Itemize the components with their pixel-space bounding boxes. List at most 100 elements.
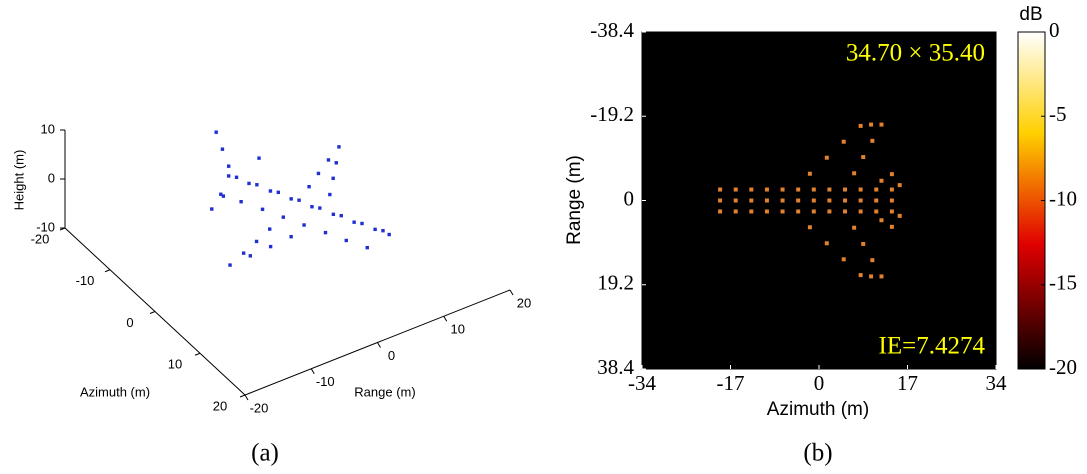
- x-axis-label: Azimuth (m): [80, 384, 150, 399]
- pixel: [890, 209, 894, 213]
- point: [242, 251, 245, 254]
- colorbar: [1018, 32, 1045, 369]
- pixel: [859, 188, 863, 192]
- point: [318, 206, 321, 209]
- point: [366, 246, 369, 249]
- pixel: [827, 199, 831, 203]
- point: [277, 191, 280, 194]
- y-tick-label: 0: [388, 348, 395, 363]
- pixel: [781, 209, 785, 213]
- pixel: [718, 199, 722, 203]
- y-tick-label: 38.4: [597, 355, 634, 379]
- z-axis-label: Height (m): [11, 150, 26, 211]
- tick-mark: [311, 369, 314, 374]
- point: [227, 164, 230, 167]
- colorbar-tick-label: -20: [1049, 355, 1077, 379]
- pixel: [825, 156, 829, 160]
- pixel: [869, 274, 873, 278]
- pixel: [734, 188, 738, 192]
- pixel: [843, 188, 847, 192]
- pixel: [870, 258, 874, 262]
- y-tick-label: 19.2: [597, 271, 634, 295]
- y-tick-label: 20: [517, 295, 531, 310]
- pixel: [874, 209, 878, 213]
- figure: (a) (b) Azimuth (m) Range (m) Height (m)…: [0, 0, 1087, 474]
- pixel: [874, 188, 878, 192]
- caption: (a): [251, 440, 279, 467]
- annotation: 34.70 × 35.40: [846, 40, 985, 67]
- x-tick-label: 17: [897, 371, 918, 395]
- y-tick-label: -38.4: [590, 18, 634, 42]
- y-tick-label: 0: [624, 186, 635, 210]
- pixel: [749, 199, 753, 203]
- tick-mark: [510, 290, 513, 295]
- caption: (b): [803, 440, 832, 467]
- pixel: [843, 209, 847, 213]
- point: [331, 177, 334, 180]
- pixel: [749, 209, 753, 213]
- annotation: IE=7.4274: [879, 333, 986, 360]
- point: [261, 208, 264, 211]
- pixel: [781, 188, 785, 192]
- pixel: [827, 188, 831, 192]
- y-tick-label: -10: [316, 374, 335, 389]
- pixel: [796, 188, 800, 192]
- x-tick-label: 0: [814, 371, 825, 395]
- pixel: [879, 179, 883, 183]
- point: [302, 223, 305, 226]
- pixel: [890, 199, 894, 203]
- pixel: [842, 140, 846, 144]
- pixel: [812, 199, 816, 203]
- point: [247, 182, 250, 185]
- point: [255, 240, 258, 243]
- colorbar-label: dB: [1019, 4, 1042, 25]
- point: [269, 245, 272, 248]
- point: [269, 189, 272, 192]
- pixel: [765, 209, 769, 213]
- pixel: [825, 241, 829, 245]
- pixel: [861, 155, 865, 159]
- pixel: [870, 139, 874, 143]
- pixel: [852, 226, 856, 230]
- point: [332, 213, 335, 216]
- pixel: [859, 199, 863, 203]
- point: [340, 214, 343, 217]
- point: [317, 172, 320, 175]
- pixel: [718, 188, 722, 192]
- y-tick-label: 10: [451, 322, 465, 337]
- point: [289, 235, 292, 238]
- x-tick-label: 0: [126, 315, 133, 330]
- point: [307, 185, 310, 188]
- tick-mark: [195, 353, 200, 355]
- pixel: [843, 199, 847, 203]
- z-tick-label: 10: [41, 121, 55, 136]
- pixel: [859, 124, 863, 128]
- point: [327, 158, 330, 161]
- point: [235, 176, 238, 179]
- pixel: [765, 199, 769, 203]
- point: [360, 222, 363, 225]
- pixel: [842, 257, 846, 261]
- pixel: [861, 242, 865, 246]
- y-tick-label: -19.2: [590, 102, 634, 126]
- colorbar-tick-label: -10: [1049, 186, 1077, 210]
- point: [227, 174, 230, 177]
- tick-mark: [245, 395, 248, 400]
- pixel: [812, 209, 816, 213]
- pixel: [898, 183, 902, 187]
- pixel: [796, 199, 800, 203]
- point: [337, 145, 340, 148]
- pixel: [859, 209, 863, 213]
- point: [210, 207, 213, 210]
- pixel: [781, 199, 785, 203]
- pixel: [890, 172, 894, 176]
- point: [214, 130, 217, 133]
- tick-mark: [105, 270, 110, 272]
- pixel: [879, 218, 883, 222]
- point: [222, 194, 225, 197]
- pixel: [879, 274, 883, 278]
- point: [335, 161, 338, 164]
- pixel: [890, 225, 894, 229]
- point: [381, 229, 384, 232]
- z-tick-label: 0: [48, 170, 55, 185]
